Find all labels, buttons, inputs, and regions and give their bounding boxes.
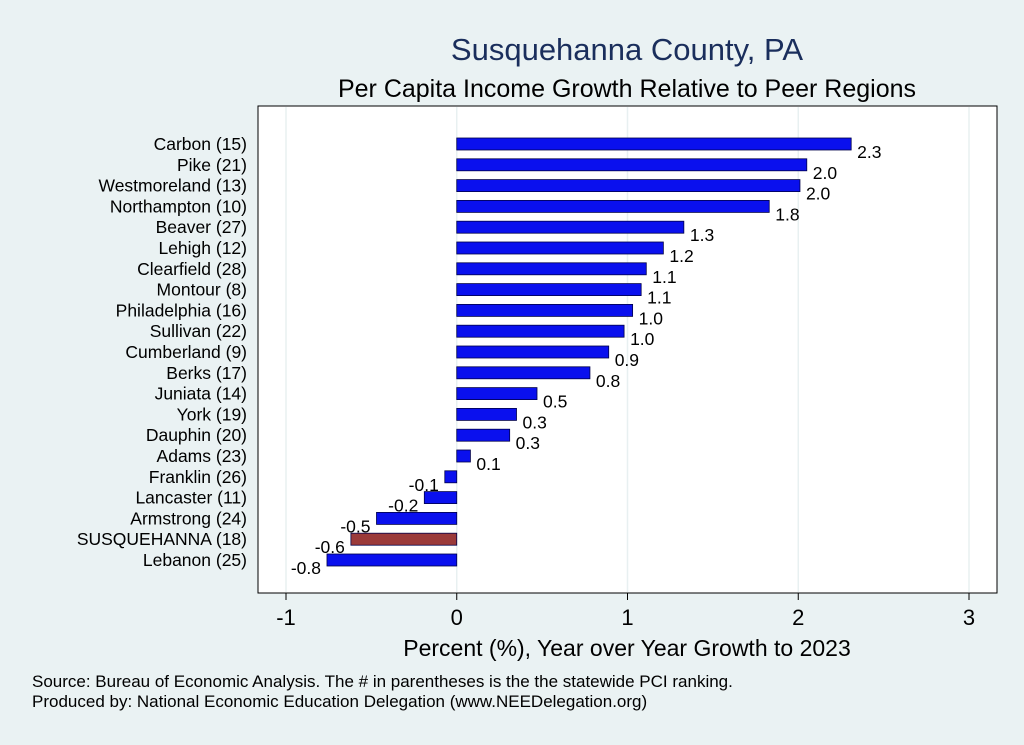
footer: Source: Bureau of Economic Analysis. The… xyxy=(32,672,733,712)
bar xyxy=(456,179,801,193)
category-label: Montour (8) xyxy=(157,280,247,300)
value-label: 0.3 xyxy=(516,433,540,453)
category-label: SUSQUEHANNA (18) xyxy=(77,529,247,549)
bar xyxy=(456,303,634,317)
category-label: Adams (23) xyxy=(157,446,247,466)
category-label: Dauphin (20) xyxy=(146,425,247,445)
category-label: Carbon (15) xyxy=(154,134,247,154)
category-label: Lehigh (12) xyxy=(158,238,247,258)
bar xyxy=(456,428,511,442)
bars xyxy=(326,137,852,567)
category-label: Lebanon (25) xyxy=(143,550,247,570)
value-label: 0.3 xyxy=(523,412,547,432)
chart-title: Susquehanna County, PA xyxy=(451,32,803,67)
value-label: 2.0 xyxy=(806,184,831,204)
bar xyxy=(456,407,517,421)
bar xyxy=(456,324,625,338)
chart-subtitle: Per Capita Income Growth Relative to Pee… xyxy=(338,75,916,103)
produced-by-note: Produced by: National Economic Education… xyxy=(32,692,648,711)
bar xyxy=(423,491,458,505)
category-label: Berks (17) xyxy=(166,363,247,383)
bar xyxy=(456,449,471,463)
bar xyxy=(444,470,458,484)
category-label: Armstrong (24) xyxy=(130,508,247,528)
category-label: Northampton (10) xyxy=(110,196,247,216)
value-label: 2.0 xyxy=(813,163,838,183)
category-label: Clearfield (28) xyxy=(137,259,247,279)
category-label: Westmoreland (13) xyxy=(99,176,248,196)
bar xyxy=(456,158,808,172)
x-tick-label: 3 xyxy=(963,605,975,630)
value-label: 0.5 xyxy=(543,392,567,412)
category-label: York (19) xyxy=(177,404,247,424)
bar xyxy=(326,553,458,567)
x-tick-label: 0 xyxy=(451,605,463,630)
value-label: 1.1 xyxy=(652,267,676,287)
value-label: 1.2 xyxy=(669,246,693,266)
category-label: Juniata (14) xyxy=(155,384,247,404)
x-tick-label: 2 xyxy=(792,605,804,630)
bar xyxy=(456,199,770,213)
labels: -1 0 1 2 3 Carbon (15) 2.3 Pike (21) 2.0 Westmore… xyxy=(77,134,975,630)
category-label: Philadelphia (16) xyxy=(116,300,247,320)
value-label: -0.5 xyxy=(340,516,370,536)
value-label: 1.0 xyxy=(639,308,664,328)
bar xyxy=(456,283,642,297)
category-label: Cumberland (9) xyxy=(125,342,247,362)
bar xyxy=(456,220,685,234)
value-label: 1.0 xyxy=(630,329,655,349)
value-label: 0.8 xyxy=(596,371,620,391)
bar xyxy=(376,512,458,525)
category-label: Pike (21) xyxy=(177,155,247,175)
x-axis-label: Percent (%), Year over Year Growth to 20… xyxy=(403,635,851,661)
x-tick-label: 1 xyxy=(621,605,633,630)
value-label: -0.1 xyxy=(409,475,439,495)
value-label: 2.3 xyxy=(857,142,881,162)
category-label: Beaver (27) xyxy=(156,217,247,237)
category-label: Lancaster (11) xyxy=(135,488,247,508)
bar xyxy=(456,137,852,151)
category-label: Sullivan (22) xyxy=(150,321,247,341)
bar xyxy=(456,345,610,359)
value-label: 1.1 xyxy=(647,288,671,308)
value-label: 0.9 xyxy=(615,350,639,370)
bar xyxy=(456,241,664,255)
value-label: -0.2 xyxy=(388,496,418,516)
bar xyxy=(350,532,458,546)
source-note: Source: Bureau of Economic Analysis. The… xyxy=(32,672,733,691)
bar xyxy=(456,262,647,276)
bar xyxy=(456,366,591,380)
value-label: 0.1 xyxy=(476,454,500,474)
value-label: -0.8 xyxy=(291,558,321,578)
category-label: Franklin (26) xyxy=(149,467,247,487)
value-label: 1.3 xyxy=(690,225,714,245)
x-tick-label: -1 xyxy=(276,605,296,630)
value-label: -0.6 xyxy=(315,537,345,557)
value-label: 1.8 xyxy=(775,204,799,224)
bar xyxy=(456,387,538,401)
